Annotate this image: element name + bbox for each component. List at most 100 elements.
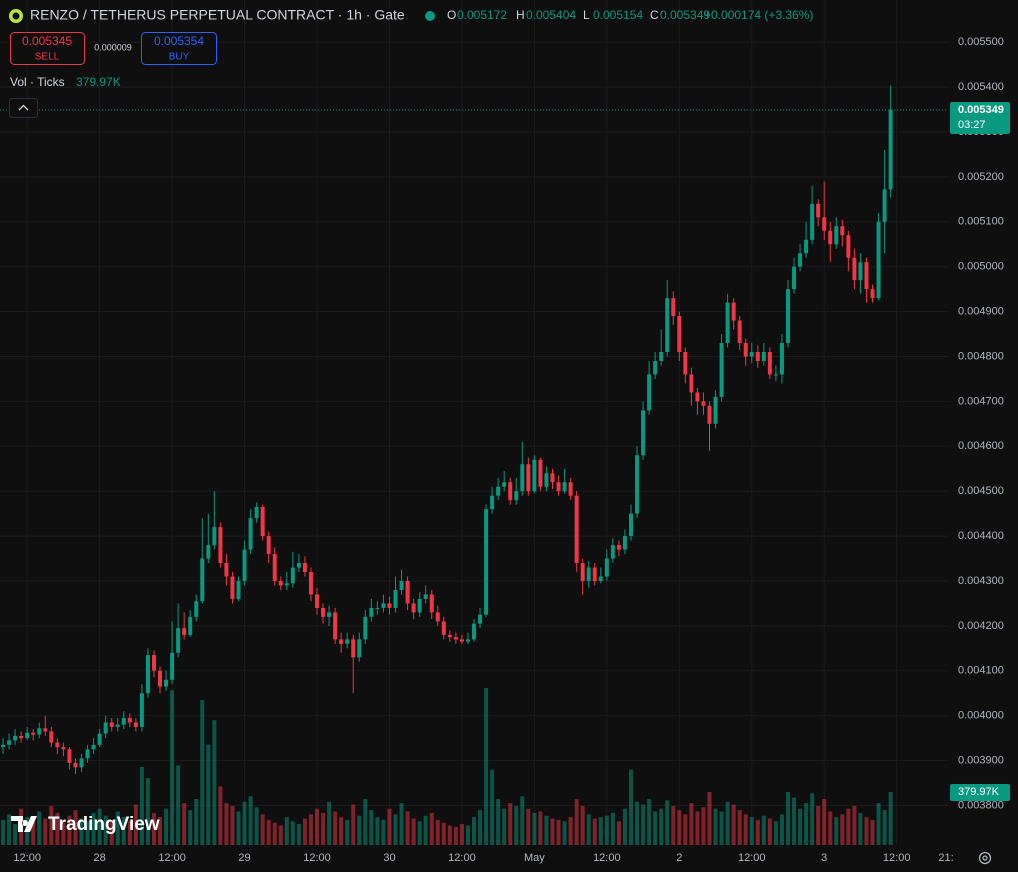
buy-button[interactable] xyxy=(141,32,217,65)
candle-body xyxy=(641,410,646,456)
settings-icon[interactable] xyxy=(982,855,988,861)
candle-body xyxy=(260,506,265,537)
collapse-icon[interactable] xyxy=(18,104,29,111)
volume-bar xyxy=(43,818,48,845)
y-tick-label: 0.004100 xyxy=(958,665,1004,677)
volume-bar xyxy=(73,810,78,845)
sell-button[interactable] xyxy=(10,32,85,65)
collapse-button[interactable] xyxy=(9,98,38,118)
volume-bar xyxy=(393,814,398,845)
volume-bar xyxy=(176,765,181,845)
volume-bar xyxy=(453,826,458,845)
volume-bar xyxy=(200,699,205,845)
volume-bar xyxy=(109,819,114,845)
volume-bar xyxy=(490,769,495,845)
candle-body xyxy=(761,352,766,361)
candle-body xyxy=(562,482,567,492)
candle-body xyxy=(622,536,627,550)
watermark-logo xyxy=(11,816,37,832)
volume-bar xyxy=(828,811,833,845)
candle-body xyxy=(580,563,585,581)
candle-body xyxy=(7,740,12,745)
volume-bar xyxy=(671,805,676,845)
volume-bar xyxy=(822,798,827,845)
spread: 0.000009 xyxy=(94,42,132,52)
x-tick-label: 12:00 xyxy=(593,852,621,864)
candle-body xyxy=(55,742,60,748)
volume-axis-label: 379.97K xyxy=(958,786,1000,798)
candle-body xyxy=(478,614,483,624)
candle-body xyxy=(212,527,217,546)
candle-body xyxy=(828,230,833,245)
sell-label[interactable]: SELL xyxy=(35,52,60,63)
candle-body xyxy=(610,545,615,559)
volume-bar xyxy=(296,824,301,845)
candle-body xyxy=(514,491,519,501)
volume-bar xyxy=(526,808,531,845)
candle-body xyxy=(755,352,760,361)
candle-body xyxy=(327,612,332,617)
volume-bar xyxy=(556,819,561,845)
y-tick-label: 0.005200 xyxy=(958,171,1004,183)
candle-body xyxy=(158,670,163,687)
volume-bar xyxy=(719,811,724,845)
buy-label[interactable]: BUY xyxy=(169,52,190,63)
volume-bar xyxy=(260,814,265,845)
last-price-box xyxy=(950,102,1010,135)
candle-body xyxy=(574,495,579,564)
candle-body xyxy=(798,253,803,267)
volume-bar xyxy=(840,814,845,845)
volume-bar xyxy=(635,801,640,845)
candle-body xyxy=(556,482,561,492)
candle-body xyxy=(121,717,126,725)
volume-title: Vol · Ticks xyxy=(10,75,65,89)
volume-bar xyxy=(13,824,18,845)
volume-bar xyxy=(182,803,187,845)
candle-body xyxy=(677,316,682,353)
candle-body xyxy=(453,637,458,640)
candle-body xyxy=(345,639,350,644)
candle-body xyxy=(399,580,404,590)
candle-body xyxy=(308,572,313,595)
candle-body xyxy=(804,239,809,254)
candle-body xyxy=(647,374,652,411)
candle-body xyxy=(683,352,688,375)
candle-body xyxy=(266,536,271,555)
volume-bar xyxy=(127,821,132,845)
volume-bar xyxy=(484,688,489,845)
volume-value: 379.97K xyxy=(76,75,121,89)
volume-bar xyxy=(725,801,730,845)
buy-price[interactable]: 0.005354 xyxy=(154,34,204,48)
volume-bar xyxy=(755,819,760,845)
volume-bar xyxy=(465,825,470,845)
x-tick-label: 12:00 xyxy=(883,852,911,864)
volume-bar xyxy=(707,792,712,845)
settings-button[interactable] xyxy=(978,851,992,865)
y-tick-label: 0.004500 xyxy=(958,485,1004,497)
y-tick-label: 0.005500 xyxy=(958,36,1004,48)
sell-price[interactable]: 0.005345 xyxy=(22,34,72,48)
candle-body xyxy=(25,732,30,739)
candle-body xyxy=(882,189,887,222)
candle-body xyxy=(73,762,78,768)
candle-body xyxy=(713,396,718,424)
candle-body xyxy=(447,634,452,638)
candle-body xyxy=(628,513,633,537)
volume-bar xyxy=(411,818,416,845)
volume-bar xyxy=(785,792,790,845)
candle-body xyxy=(176,628,181,653)
volume-bar xyxy=(121,817,126,845)
volume-bar xyxy=(254,807,259,845)
volume-bar xyxy=(628,769,633,845)
volume-bar xyxy=(580,805,585,845)
candle-body xyxy=(272,554,277,581)
volume-bar xyxy=(496,798,501,845)
volume-bar xyxy=(333,811,338,845)
volume-bar xyxy=(616,821,621,845)
x-tick-label: 12:00 xyxy=(13,852,41,864)
y-tick-label: 0.005100 xyxy=(958,216,1004,228)
candle-body xyxy=(701,401,706,406)
volume-bar xyxy=(568,817,573,845)
